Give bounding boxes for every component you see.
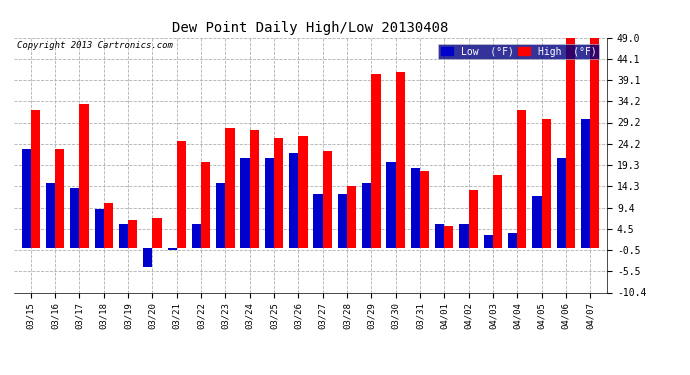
Bar (557, 158, 566, 248)
Bar (192, 224, 201, 248)
Bar (420, 171, 429, 248)
Bar (119, 224, 128, 248)
Bar (313, 194, 323, 248)
Bar (55, 149, 64, 248)
Bar (337, 194, 347, 248)
Bar (274, 138, 284, 248)
Text: Copyright 2013 Cartronics.com: Copyright 2013 Cartronics.com (17, 41, 172, 50)
Bar (347, 186, 356, 248)
Bar (518, 111, 526, 248)
Bar (566, 38, 575, 248)
Bar (411, 168, 420, 248)
Bar (493, 175, 502, 248)
Legend: Low  (°F), High  (°F): Low (°F), High (°F) (438, 44, 600, 60)
Bar (104, 203, 113, 248)
Bar (532, 196, 542, 248)
Bar (128, 220, 137, 248)
Bar (152, 218, 161, 248)
Bar (444, 226, 453, 248)
Bar (469, 190, 477, 248)
Bar (144, 248, 152, 267)
Bar (289, 153, 298, 248)
Bar (168, 248, 177, 250)
Bar (21, 149, 31, 248)
Bar (298, 136, 308, 248)
Bar (386, 162, 395, 248)
Bar (395, 72, 405, 248)
Bar (46, 183, 55, 248)
Bar (508, 233, 518, 248)
Bar (250, 130, 259, 248)
Bar (31, 111, 40, 248)
Bar (265, 158, 274, 248)
Bar (323, 151, 332, 248)
Bar (70, 188, 79, 248)
Bar (95, 209, 103, 248)
Bar (226, 128, 235, 248)
Bar (484, 235, 493, 248)
Bar (362, 183, 371, 248)
Bar (435, 224, 444, 248)
Bar (177, 141, 186, 248)
Title: Dew Point Daily High/Low 20130408: Dew Point Daily High/Low 20130408 (172, 21, 448, 35)
Bar (201, 162, 210, 248)
Bar (216, 183, 226, 248)
Bar (371, 74, 381, 248)
Bar (240, 158, 250, 248)
Bar (581, 119, 590, 248)
Bar (460, 224, 469, 248)
Bar (542, 119, 551, 248)
Bar (79, 104, 89, 248)
Bar (590, 38, 600, 248)
